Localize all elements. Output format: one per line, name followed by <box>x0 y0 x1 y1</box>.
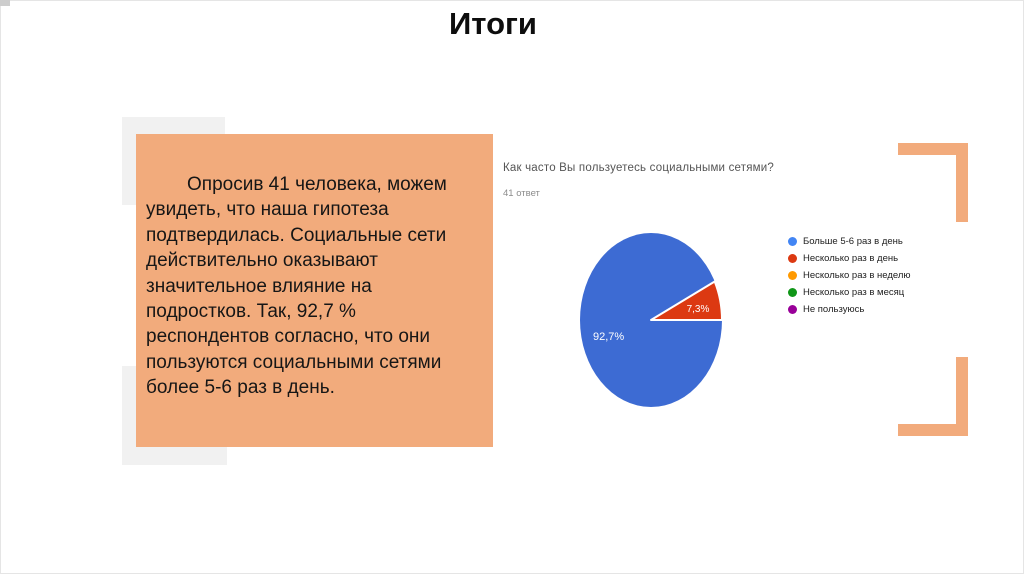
legend-item: Несколько раз в неделю <box>788 267 911 284</box>
body-text-line: увидеть, что наша гипотеза <box>146 199 389 221</box>
pie-label-majority: 92,7% <box>593 331 624 343</box>
legend-label: Несколько раз в месяц <box>803 287 905 298</box>
chart-response-count: 41 ответ <box>503 188 540 199</box>
legend-dot-icon <box>788 237 797 246</box>
legend-dot-icon <box>788 254 797 263</box>
legend-label: Несколько раз в неделю <box>803 270 911 281</box>
legend-dot-icon <box>788 288 797 297</box>
pie-label-minority: 7,3% <box>687 304 710 315</box>
chart-legend: Больше 5-6 раз в день Несколько раз в де… <box>788 233 911 318</box>
body-text-line: значительное влияние на <box>146 275 372 297</box>
conclusion-text-card: Опросив 41 человека, можем увидеть, что … <box>136 134 493 447</box>
chart-question-title: Как часто Вы пользуетесь социальными сет… <box>503 162 774 174</box>
pie-chart: 92,7% 7,3% <box>580 233 724 407</box>
body-text-line: Опросив 41 человека, можем <box>187 174 447 195</box>
legend-label: Больше 5-6 раз в день <box>803 236 903 247</box>
body-text-line: пользуются социальными сетями <box>146 351 442 373</box>
title-container: Итоги <box>0 0 986 45</box>
legend-label: Не пользуюсь <box>803 304 865 315</box>
decor-corner-bracket-top <box>898 143 968 222</box>
body-text-line: подтвердилась. Социальные сети <box>146 224 447 246</box>
body-text-line: действительно оказывают <box>146 250 378 272</box>
corner-artifact <box>0 0 10 6</box>
pie-slice-minority <box>650 280 724 321</box>
legend-item: Не пользуюсь <box>788 301 911 318</box>
body-text-line: подростков. Так, 92,7 % <box>146 301 356 323</box>
body-text-line: респондентов согласно, что они <box>146 326 431 348</box>
slide-title: Итоги <box>449 6 537 41</box>
legend-item: Несколько раз в день <box>788 250 911 267</box>
legend-dot-icon <box>788 271 797 280</box>
legend-item: Несколько раз в месяц <box>788 284 911 301</box>
decor-corner-bracket-bottom <box>898 357 968 436</box>
legend-item: Больше 5-6 раз в день <box>788 233 911 250</box>
body-text-line: более 5-6 раз в день. <box>146 377 335 399</box>
legend-label: Несколько раз в день <box>803 253 899 264</box>
legend-dot-icon <box>788 305 797 314</box>
